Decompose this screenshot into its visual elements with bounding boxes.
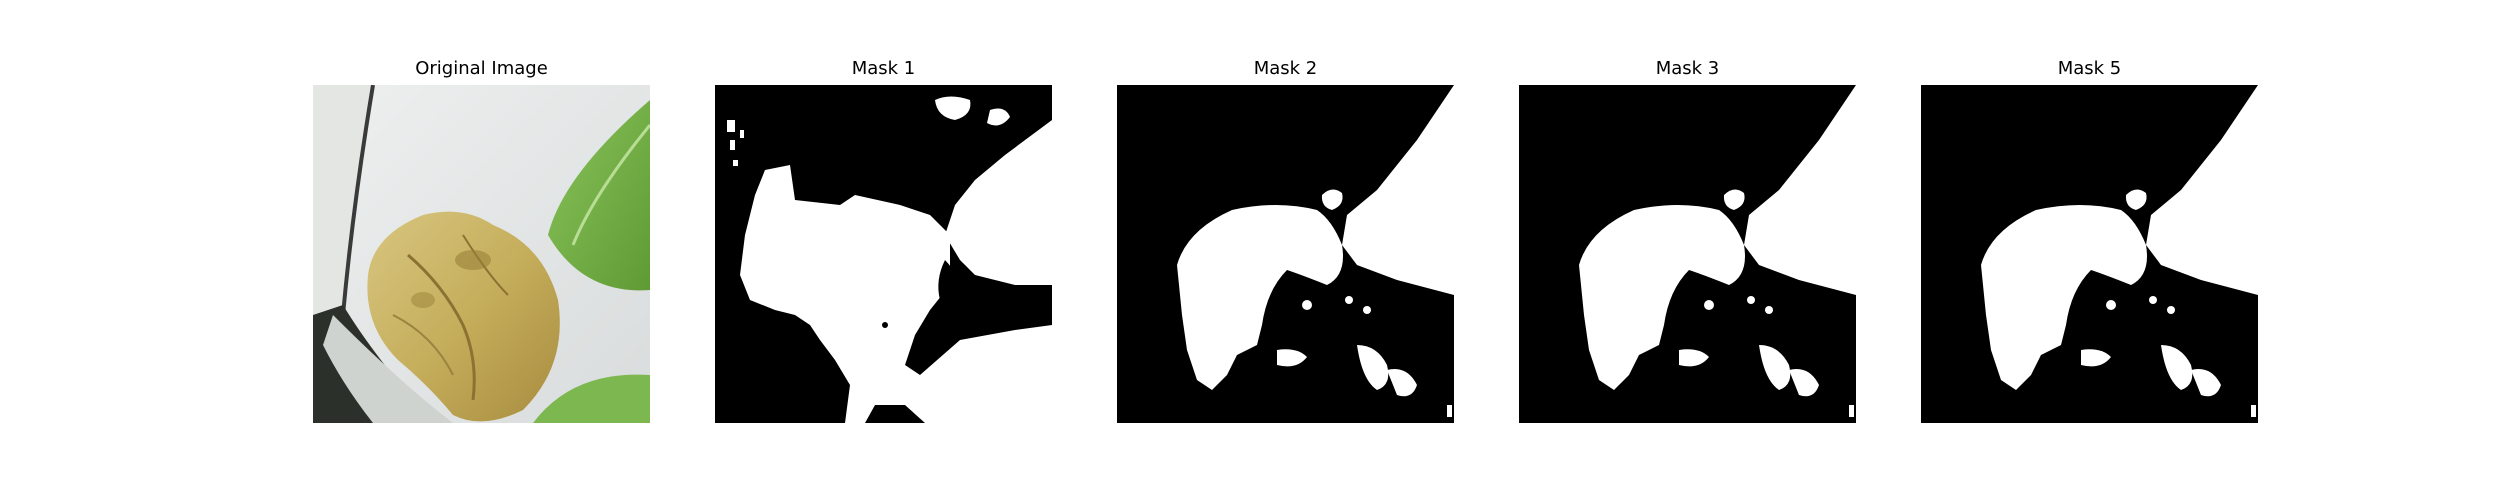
panel-mask-5: Mask 5 [1921, 58, 2258, 423]
mask-1-image [715, 85, 1052, 423]
panel-title: Original Image [415, 58, 548, 79]
mask-2-image [1117, 85, 1454, 423]
panel-title: Mask 2 [1253, 58, 1318, 79]
panel-title: Mask 3 [1655, 58, 1720, 79]
panel-title: Mask 5 [2057, 58, 2122, 79]
mask-3-image [1519, 85, 1856, 423]
mask-5-image [1921, 85, 2258, 423]
panel-mask-2: Mask 2 [1117, 58, 1454, 423]
panel-title: Mask 1 [851, 58, 916, 79]
original-image [313, 85, 650, 423]
panel-mask-3: Mask 3 [1519, 58, 1856, 423]
panel-mask-1: Mask 1 [715, 58, 1052, 423]
panel-original-image: Original Image [313, 58, 650, 423]
